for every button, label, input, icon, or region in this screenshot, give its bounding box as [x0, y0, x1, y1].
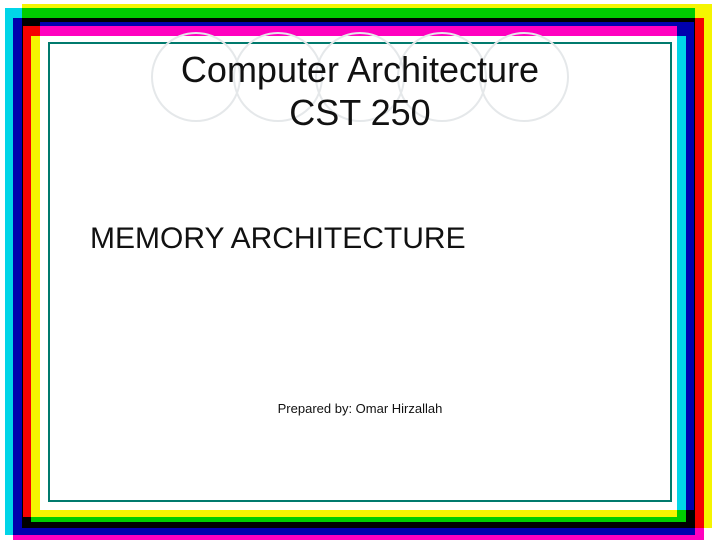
slide-content: Computer Architecture CST 250 MEMORY ARC… — [50, 40, 670, 500]
title-line2: CST 250 — [289, 92, 430, 133]
slide-author: Prepared by: Omar Hirzallah — [50, 401, 670, 416]
slide-title: Computer Architecture CST 250 — [50, 48, 670, 134]
slide-subtitle: MEMORY ARCHITECTURE — [90, 222, 670, 256]
title-line1: Computer Architecture — [181, 49, 539, 90]
